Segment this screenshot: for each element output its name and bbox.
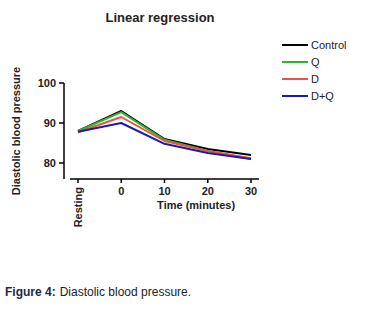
y-axis bbox=[63, 83, 65, 179]
x-tick bbox=[250, 179, 252, 183]
y-tick bbox=[59, 162, 64, 164]
x-tick bbox=[77, 179, 79, 183]
plot-area bbox=[78, 111, 251, 159]
legend-label: D bbox=[311, 73, 319, 85]
series-line bbox=[78, 123, 251, 159]
caption-label: Figure 4: bbox=[5, 285, 56, 299]
x-tick bbox=[207, 179, 209, 183]
caption-text: Diastolic blood pressure. bbox=[60, 285, 191, 299]
y-tick-label: 80 bbox=[44, 157, 56, 169]
legend-swatch bbox=[282, 44, 308, 46]
x-tick-label: Resting bbox=[72, 187, 84, 227]
y-axis-label: Diastolic blood pressure bbox=[10, 67, 22, 195]
x-tick bbox=[164, 179, 166, 183]
x-tick-label: 20 bbox=[202, 185, 214, 197]
title: Linear regression bbox=[105, 10, 214, 25]
x-tick-label: 10 bbox=[158, 185, 170, 197]
legend-swatch bbox=[282, 61, 308, 63]
legend-label: D+Q bbox=[311, 90, 334, 102]
legend-label: Q bbox=[311, 56, 320, 68]
x-axis-label: Time (minutes) bbox=[157, 199, 235, 211]
caption: Figure 4: Diastolic blood pressure. bbox=[5, 285, 191, 299]
x-tick bbox=[121, 179, 123, 183]
y-tick bbox=[59, 122, 64, 124]
y-tick bbox=[59, 82, 64, 84]
y-tick-label: 100 bbox=[38, 77, 56, 89]
chart: Linear regression8090100Diastolic blood … bbox=[0, 0, 390, 318]
legend-swatch bbox=[282, 95, 308, 97]
y-tick-label: 90 bbox=[44, 117, 56, 129]
series-line bbox=[78, 112, 251, 159]
x-tick-label: 30 bbox=[245, 185, 257, 197]
legend-label: Control bbox=[311, 39, 346, 51]
series-line bbox=[78, 111, 251, 155]
series-line bbox=[78, 117, 251, 158]
legend-swatch bbox=[282, 78, 308, 80]
x-tick-label: 0 bbox=[118, 185, 124, 197]
